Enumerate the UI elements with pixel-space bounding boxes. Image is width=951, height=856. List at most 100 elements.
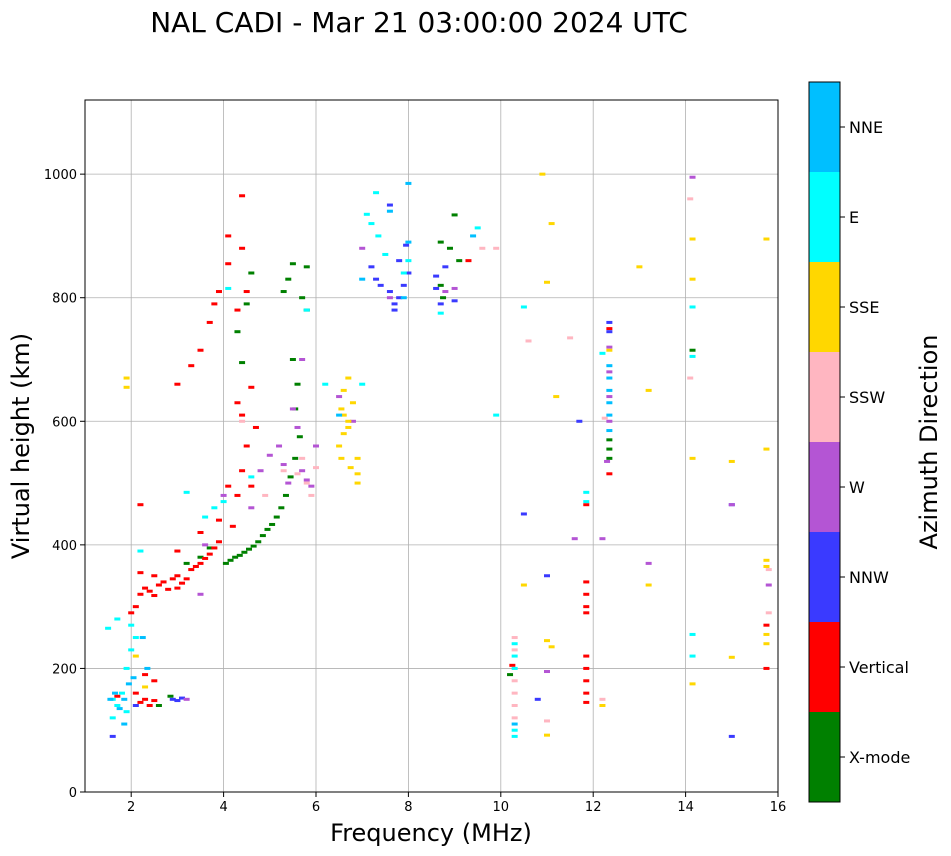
data-point <box>239 246 246 250</box>
data-point <box>604 459 611 463</box>
data-point <box>289 358 296 361</box>
data-point <box>336 413 343 417</box>
data-point <box>765 583 772 587</box>
data-point <box>583 679 590 683</box>
data-point <box>479 246 486 250</box>
data-point <box>109 734 116 738</box>
data-point <box>183 561 190 565</box>
data-point <box>151 594 158 598</box>
data-point <box>400 283 407 287</box>
grid-lines <box>85 100 779 793</box>
data-point <box>507 673 514 677</box>
data-point <box>130 676 137 680</box>
data-point <box>583 654 590 658</box>
data-point <box>583 580 590 584</box>
x-tick-label: 4 <box>219 800 227 815</box>
data-point <box>202 556 209 560</box>
data-point <box>511 666 518 670</box>
data-point <box>645 561 652 565</box>
y-tick-label: 200 <box>52 662 77 677</box>
data-point <box>763 564 770 568</box>
data-point <box>146 704 153 707</box>
colorbar-tick-label: SSE <box>849 298 879 317</box>
data-point <box>520 583 527 587</box>
data-point <box>211 546 218 550</box>
data-point <box>137 549 144 553</box>
data-point <box>225 262 232 266</box>
series-w <box>183 175 772 701</box>
data-point <box>116 707 123 711</box>
data-point <box>239 469 246 473</box>
colorbar-segment-ssw <box>809 352 840 442</box>
data-point <box>687 197 694 201</box>
data-point <box>583 700 590 704</box>
data-point <box>689 348 696 352</box>
data-point <box>544 639 550 643</box>
data-point <box>354 472 361 476</box>
colorbar-segment-e <box>809 172 840 262</box>
data-point <box>211 506 218 510</box>
data-point <box>349 419 356 423</box>
y-tick-label: 400 <box>52 539 77 554</box>
data-point <box>511 722 518 726</box>
colorbar-border <box>808 81 841 803</box>
data-point <box>520 305 527 309</box>
data-point <box>354 456 361 460</box>
data-point <box>183 577 190 581</box>
data-point <box>248 484 255 488</box>
data-point <box>250 544 257 548</box>
data-point <box>338 456 345 460</box>
data-point <box>248 271 255 275</box>
data-point <box>132 654 139 658</box>
data-point <box>211 302 218 306</box>
data-point <box>763 666 770 670</box>
data-point <box>456 259 463 263</box>
data-point <box>197 561 204 565</box>
data-point <box>243 302 250 306</box>
data-point <box>123 376 130 380</box>
data-point <box>303 265 310 269</box>
data-point <box>511 654 518 658</box>
data-point <box>151 699 158 703</box>
data-point <box>292 456 299 460</box>
colorbar-segment-vertical <box>809 622 840 712</box>
data-point <box>336 395 343 399</box>
data-point <box>257 469 264 473</box>
data-point <box>511 704 518 707</box>
data-point <box>313 444 319 448</box>
data-point <box>285 481 292 485</box>
data-point <box>197 592 204 596</box>
data-point <box>544 719 550 723</box>
data-point <box>289 262 296 266</box>
series-x-mode <box>155 213 696 707</box>
series-e <box>105 191 696 738</box>
data-point <box>442 290 449 294</box>
data-point <box>363 212 370 216</box>
data-point <box>174 586 181 590</box>
data-point <box>606 320 613 324</box>
data-point <box>391 308 398 312</box>
data-point <box>174 574 181 578</box>
data-point <box>132 691 139 695</box>
data-point <box>280 469 287 473</box>
plot-border <box>84 99 779 793</box>
data-point <box>109 716 116 720</box>
data-point <box>239 419 246 423</box>
data-point <box>169 697 176 701</box>
data-point <box>299 296 306 300</box>
data-point <box>280 463 287 467</box>
data-point <box>396 259 403 263</box>
data-point <box>354 481 361 485</box>
data-point <box>511 679 518 683</box>
data-point <box>215 540 222 544</box>
data-point <box>689 305 696 309</box>
data-point <box>151 574 158 578</box>
data-point <box>386 296 393 300</box>
y-tick-label: 800 <box>52 292 77 307</box>
data-point <box>442 265 449 269</box>
data-point <box>606 413 613 417</box>
data-point <box>359 382 366 386</box>
data-point <box>345 425 352 429</box>
data-point <box>280 290 287 294</box>
data-point <box>405 259 412 263</box>
